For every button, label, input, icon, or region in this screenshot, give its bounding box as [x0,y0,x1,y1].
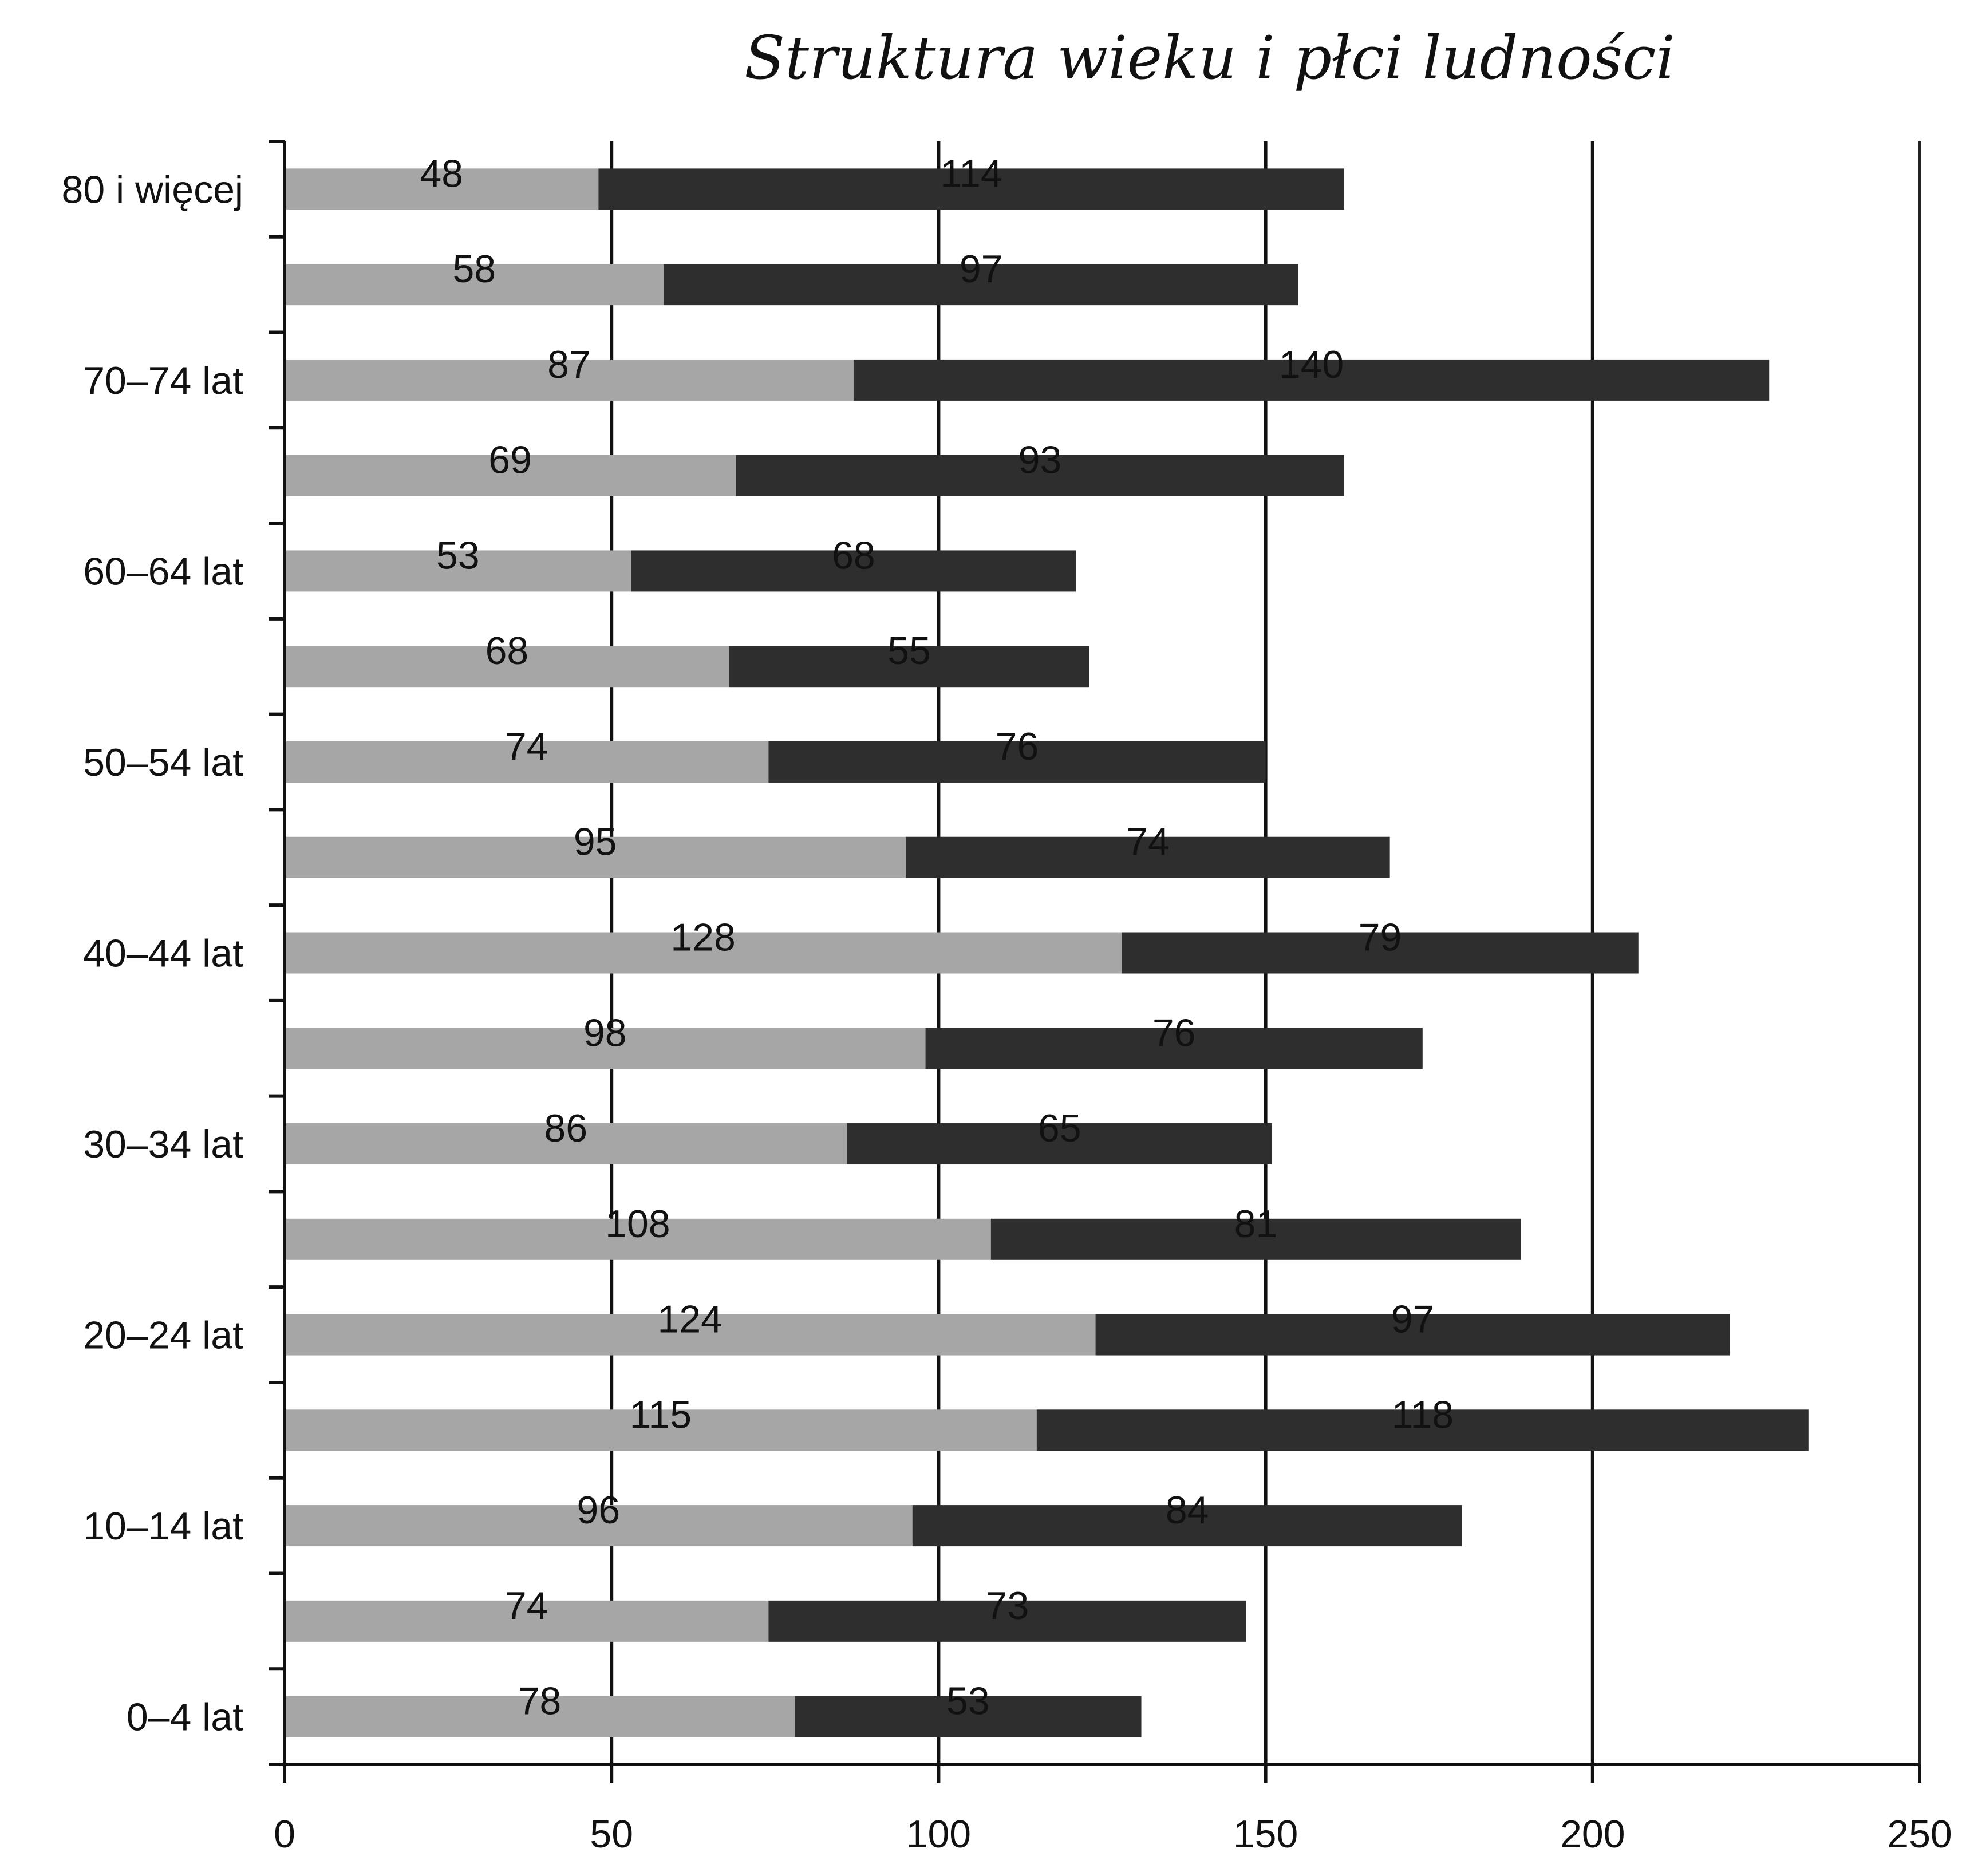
data-label: 97 [960,247,1003,291]
bar-segment [1036,1409,1809,1451]
chart-title: Struktura wieku i płci ludności [744,23,1675,93]
bar-segment [598,168,1344,210]
data-label: 98 [583,1011,627,1054]
data-label: 65 [1038,1107,1081,1150]
bar-segment [1122,932,1639,974]
data-label: 68 [485,629,529,673]
y-tick-label: 40–44 lat [83,932,243,975]
data-label: 118 [1392,1393,1454,1436]
data-label: 114 [940,152,1002,195]
bar-segment [768,1600,1246,1642]
x-tick-label: 200 [1560,1812,1625,1856]
bar-segment [285,836,906,878]
data-label: 79 [1359,916,1402,959]
bar-segment [285,1123,847,1165]
bar-segment [285,168,599,210]
data-label: 84 [1166,1488,1209,1532]
data-label: 96 [577,1488,621,1532]
bar-segment [285,1218,991,1260]
bar-segment [853,359,1770,401]
data-label: 74 [1126,820,1170,864]
data-label: 95 [574,820,617,864]
data-label: 69 [488,439,532,482]
bar-segment [285,359,854,401]
bar-segment [285,550,631,592]
data-label: 76 [1152,1011,1196,1054]
bar-segment [285,1696,795,1737]
data-label: 53 [436,534,480,577]
bar-segment [631,550,1076,592]
data-label: 76 [996,725,1039,768]
bar-segment [729,646,1089,688]
bar-segment [285,646,729,688]
bar-segment [736,455,1344,496]
data-label: 48 [420,152,463,195]
y-tick-label: 10–14 lat [83,1504,243,1548]
bar-segment [906,836,1390,878]
x-tick-label: 0 [274,1812,295,1856]
y-tick-label: 60–64 lat [83,550,243,593]
data-label: 58 [452,247,496,291]
data-label: 124 [658,1298,723,1341]
data-label: 78 [518,1680,562,1723]
data-label: 93 [1018,439,1062,482]
data-label: 68 [832,534,875,577]
bar-segment [285,1505,913,1547]
y-tick-label: 50–54 lat [83,741,243,784]
y-tick-label: 20–24 lat [83,1314,243,1357]
bar-segment [285,455,736,496]
bar-segment [285,741,769,783]
data-label: 81 [1234,1202,1278,1246]
x-tick-label: 250 [1887,1812,1952,1856]
data-label: 74 [505,725,548,768]
bar-segment [285,1028,926,1069]
bar-segment [1095,1314,1730,1356]
data-label: 74 [505,1584,548,1628]
y-tick-label: 80 i więcej [62,168,244,211]
data-label: 97 [1391,1298,1435,1341]
bar-segment [795,1696,1142,1737]
bar-segment [768,741,1266,783]
data-label: 128 [670,916,735,959]
x-tick-label: 150 [1233,1812,1298,1856]
bar-segment [285,932,1122,974]
bar-segment [285,1314,1096,1356]
data-label: 108 [605,1202,670,1246]
x-tick-label: 100 [906,1812,971,1856]
data-label: 140 [1279,343,1344,386]
bar-segment [285,264,664,306]
y-tick-label: 30–34 lat [83,1123,243,1166]
data-label: 73 [986,1584,1029,1628]
data-label: 55 [887,629,931,673]
y-tick-label: 70–74 lat [83,359,243,402]
bar-segment [912,1505,1462,1547]
bar-segment [990,1218,1521,1260]
data-label: 53 [946,1680,990,1723]
data-label: 115 [630,1393,692,1436]
y-tick-label: 0–4 lat [127,1696,243,1739]
bar-segment [925,1028,1423,1069]
bar-segment [285,1600,769,1642]
bar-segment [285,1409,1037,1451]
bar-segment [664,264,1298,306]
x-tick-label: 50 [590,1812,633,1856]
bar-segment [847,1123,1273,1165]
data-label: 86 [544,1107,587,1150]
data-label: 87 [547,343,591,386]
